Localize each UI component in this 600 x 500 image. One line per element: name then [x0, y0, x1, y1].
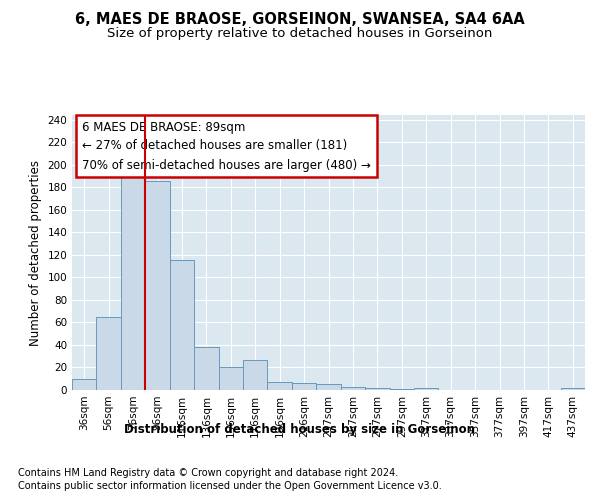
Text: Contains public sector information licensed under the Open Government Licence v3: Contains public sector information licen… — [18, 481, 442, 491]
Bar — [97, 316, 121, 390]
Text: 6 MAES DE BRAOSE: 89sqm
← 27% of detached houses are smaller (181)
70% of semi-d: 6 MAES DE BRAOSE: 89sqm ← 27% of detache… — [82, 120, 371, 172]
Text: Size of property relative to detached houses in Gorseinon: Size of property relative to detached ho… — [107, 28, 493, 40]
Bar — [268, 382, 292, 390]
Bar — [292, 383, 316, 390]
Text: Contains HM Land Registry data © Crown copyright and database right 2024.: Contains HM Land Registry data © Crown c… — [18, 468, 398, 477]
Text: 6, MAES DE BRAOSE, GORSEINON, SWANSEA, SA4 6AA: 6, MAES DE BRAOSE, GORSEINON, SWANSEA, S… — [75, 12, 525, 28]
Bar — [72, 378, 97, 390]
Bar — [316, 384, 341, 390]
Bar — [194, 347, 218, 390]
Text: Distribution of detached houses by size in Gorseinon: Distribution of detached houses by size … — [125, 422, 476, 436]
Bar — [170, 260, 194, 390]
Bar — [121, 164, 145, 390]
Bar — [414, 388, 439, 390]
Bar — [341, 386, 365, 390]
Bar — [389, 389, 414, 390]
Bar — [243, 360, 268, 390]
Bar — [218, 368, 243, 390]
Bar — [145, 182, 170, 390]
Bar — [365, 388, 389, 390]
Y-axis label: Number of detached properties: Number of detached properties — [29, 160, 42, 346]
Bar — [560, 388, 585, 390]
